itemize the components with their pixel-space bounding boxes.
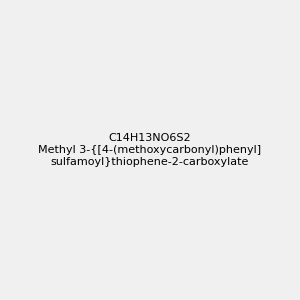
Text: C14H13NO6S2
Methyl 3-{[4-(methoxycarbonyl)phenyl]
sulfamoyl}thiophene-2-carboxyl: C14H13NO6S2 Methyl 3-{[4-(methoxycarbony…: [38, 134, 262, 166]
